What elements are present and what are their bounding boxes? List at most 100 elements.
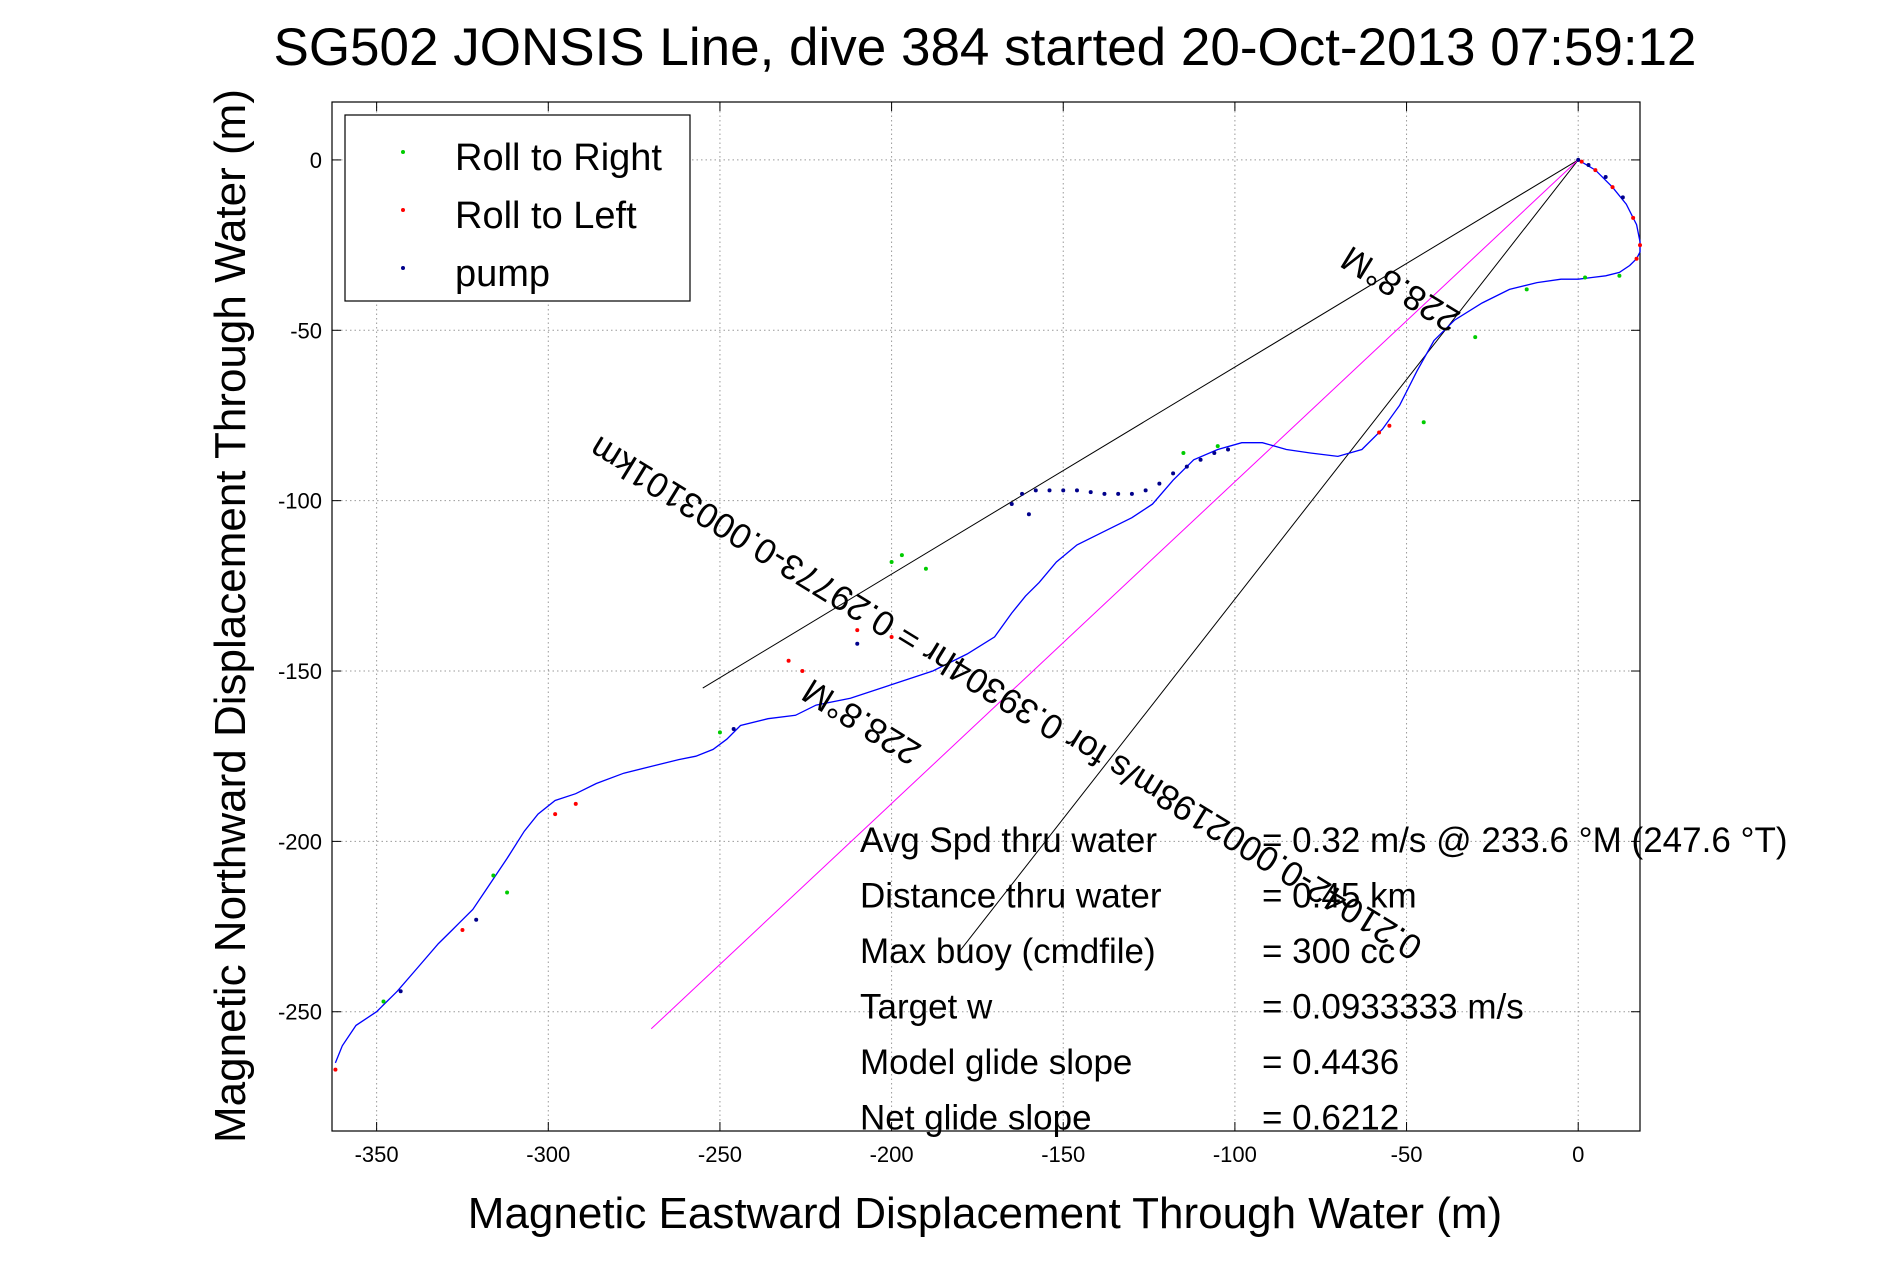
pump-point	[1047, 488, 1052, 493]
pump-point	[474, 917, 479, 922]
roll-right-point	[889, 559, 894, 564]
pump-point	[1184, 464, 1189, 469]
annotation-value: = 0.6212	[1262, 1099, 1399, 1138]
annotation-value: = 0.45 km	[1262, 877, 1417, 916]
chart-title: SG502 JONSIS Line, dive 384 started 20-O…	[273, 18, 1696, 77]
fit-line	[959, 159, 1579, 951]
y-tick-label: -200	[278, 829, 322, 854]
x-tick-label: -250	[698, 1142, 742, 1167]
pump-point	[398, 989, 403, 994]
legend-label-roll-left: Roll to Left	[455, 195, 637, 237]
pump-point	[1009, 502, 1014, 507]
legend-label-pump: pump	[455, 253, 550, 295]
annotation-value: = 0.0933333 m/s	[1262, 988, 1524, 1027]
roll-left-point	[1634, 256, 1639, 261]
pump-point	[1020, 491, 1025, 496]
roll-left-point	[800, 669, 805, 674]
fit-lines	[650, 159, 1579, 1030]
annotation-value: = 0.32 m/s @ 233.6 °M (247.6 °T)	[1262, 821, 1788, 860]
legend: Roll to Right Roll to Left pump	[344, 114, 691, 302]
pump-point	[1620, 195, 1625, 200]
fit-line	[702, 159, 1579, 689]
x-axis-label: Magnetic Eastward Displacement Through W…	[468, 1189, 1502, 1238]
annotation-label: Avg Spd thru water	[860, 821, 1157, 860]
x-tick-label: 0	[1572, 1142, 1584, 1167]
fit-line	[650, 159, 1579, 1030]
annotation-label: Max buoy (cmdfile)	[860, 932, 1156, 971]
pump-point	[1074, 488, 1079, 493]
roll-right-point	[1617, 273, 1622, 278]
x-tick-label: -200	[870, 1142, 914, 1167]
pump-point	[1212, 450, 1217, 455]
roll-right-point	[1181, 450, 1186, 455]
legend-box	[344, 114, 691, 302]
x-tick-label: -300	[526, 1142, 570, 1167]
roll-right-point	[899, 553, 904, 558]
track-markers	[333, 157, 1642, 1072]
pump-point	[1198, 457, 1203, 462]
annotation-label: Net glide slope	[860, 1099, 1092, 1138]
x-tick-label: -100	[1213, 1142, 1257, 1167]
roll-left-point	[1631, 215, 1636, 220]
annotation-value: = 0.4436	[1262, 1043, 1399, 1082]
roll-left-point	[1377, 430, 1382, 435]
y-tick-label: -100	[278, 489, 322, 514]
pump-point	[1143, 488, 1148, 493]
roll-right-point	[381, 999, 386, 1004]
legend-label-roll-right: Roll to Right	[455, 137, 662, 179]
y-tick-label: -150	[278, 659, 322, 684]
x-tick-label: -150	[1041, 1142, 1085, 1167]
annotation-label: Distance thru water	[860, 877, 1162, 916]
pump-point	[1157, 481, 1162, 486]
roll-left-point	[1387, 423, 1392, 428]
pump-point	[1226, 447, 1231, 452]
x-tick-label: -50	[1391, 1142, 1423, 1167]
roll-right-point	[923, 566, 928, 571]
roll-left-point	[1638, 243, 1642, 248]
roll-right-point	[1473, 335, 1478, 340]
pump-point	[1088, 490, 1093, 495]
pump-point	[1171, 471, 1176, 476]
pump-point	[1061, 488, 1066, 493]
roll-left-point	[855, 628, 860, 633]
roll-right-point	[1421, 420, 1426, 425]
roll-left-point	[1579, 159, 1584, 164]
y-tick-label: -250	[278, 1000, 322, 1025]
pump-point	[1116, 491, 1121, 496]
roll-left-point	[786, 658, 791, 663]
summary-annotations: Avg Spd thru water = 0.32 m/s @ 233.6 °M …	[860, 821, 1788, 1138]
pump-point	[1586, 163, 1591, 168]
roll-left-point	[1610, 185, 1615, 190]
legend-marker-roll-right	[401, 150, 405, 154]
y-axis-ticks: 0 -50 -100 -150 -200 -250	[278, 148, 1640, 1025]
y-tick-label: -50	[290, 318, 322, 343]
roll-right-point	[717, 730, 722, 735]
legend-marker-roll-left	[401, 208, 405, 212]
x-tick-label: -350	[355, 1142, 399, 1167]
y-tick-label: 0	[310, 148, 322, 173]
roll-left-point	[553, 812, 558, 817]
annotation-label: Target w	[860, 988, 993, 1027]
roll-right-point	[1215, 444, 1220, 449]
roll-right-point	[491, 873, 496, 878]
legend-marker-pump	[401, 266, 405, 270]
annotation-value: = 300 cc	[1262, 932, 1395, 971]
pump-point	[1576, 157, 1581, 162]
pump-point	[1033, 488, 1038, 493]
roll-right-point	[1524, 287, 1529, 292]
pump-point	[855, 641, 860, 646]
pump-point	[1026, 512, 1031, 517]
roll-right-point	[1583, 275, 1588, 280]
pump-point	[731, 726, 736, 731]
pump-point	[1102, 491, 1107, 496]
track-line	[334, 159, 1641, 1064]
y-axis-label: Magnetic Northward Displacement Through …	[206, 89, 255, 1143]
plot-area-frame	[331, 101, 1641, 1132]
grid	[332, 102, 1640, 1131]
annotation-label: Model glide slope	[860, 1043, 1132, 1082]
pump-point	[1603, 174, 1608, 179]
roll-left-point	[460, 927, 465, 932]
roll-right-point	[505, 890, 510, 895]
x-axis-ticks: -350 -300 -250 -200 -150 -100 -50 0	[355, 102, 1584, 1167]
